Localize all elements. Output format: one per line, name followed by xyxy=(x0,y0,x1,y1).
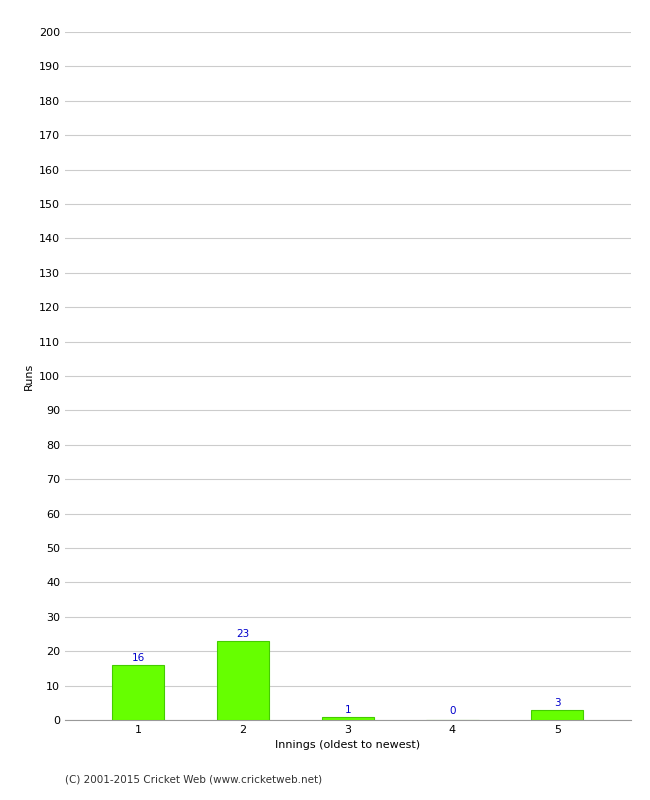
Bar xyxy=(217,641,269,720)
Text: 16: 16 xyxy=(132,654,145,663)
Bar xyxy=(531,710,584,720)
Text: 23: 23 xyxy=(237,629,250,639)
X-axis label: Innings (oldest to newest): Innings (oldest to newest) xyxy=(275,741,421,750)
Bar xyxy=(322,717,374,720)
Text: (C) 2001-2015 Cricket Web (www.cricketweb.net): (C) 2001-2015 Cricket Web (www.cricketwe… xyxy=(65,774,322,784)
Text: 0: 0 xyxy=(449,706,456,716)
Text: 1: 1 xyxy=(344,705,351,715)
Y-axis label: Runs: Runs xyxy=(23,362,33,390)
Bar xyxy=(112,665,164,720)
Text: 3: 3 xyxy=(554,698,560,708)
